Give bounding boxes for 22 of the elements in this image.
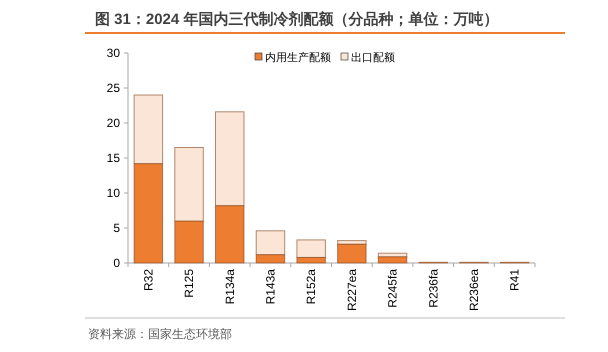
- x-tick-label: R32: [141, 268, 156, 292]
- y-tick-label: 0: [113, 256, 120, 270]
- x-tick-label: R41: [508, 268, 522, 292]
- y-tick-label: 30: [106, 46, 120, 60]
- legend-label: 内用生产配额: [265, 51, 331, 64]
- legend-label: 出口配额: [351, 51, 395, 64]
- x-tick-label: R125: [182, 268, 196, 298]
- x-tick-label: R152a: [304, 268, 318, 304]
- y-tick-label: 25: [106, 81, 120, 95]
- bar: [337, 244, 367, 264]
- y-tick-label: 10: [106, 186, 120, 200]
- x-tick-label: R134a: [222, 268, 237, 304]
- x-tick-label: R245fa: [386, 268, 400, 308]
- y-tick-label: 20: [106, 116, 120, 130]
- text: 资料来源：国家生态环境部: [88, 327, 232, 341]
- y-tick-label: 5: [113, 221, 120, 235]
- x-tick-label: R143a: [263, 268, 278, 304]
- x-tick-label: R236fa: [426, 268, 440, 308]
- chart-title: 图 31：2024 年国内三代制冷剂配额（分品种；单位：万吨）: [95, 10, 498, 28]
- x-tick-label: R236ea: [466, 268, 481, 312]
- y-tick-label: 15: [106, 151, 120, 165]
- x-tick-label: R227ea: [344, 268, 359, 312]
